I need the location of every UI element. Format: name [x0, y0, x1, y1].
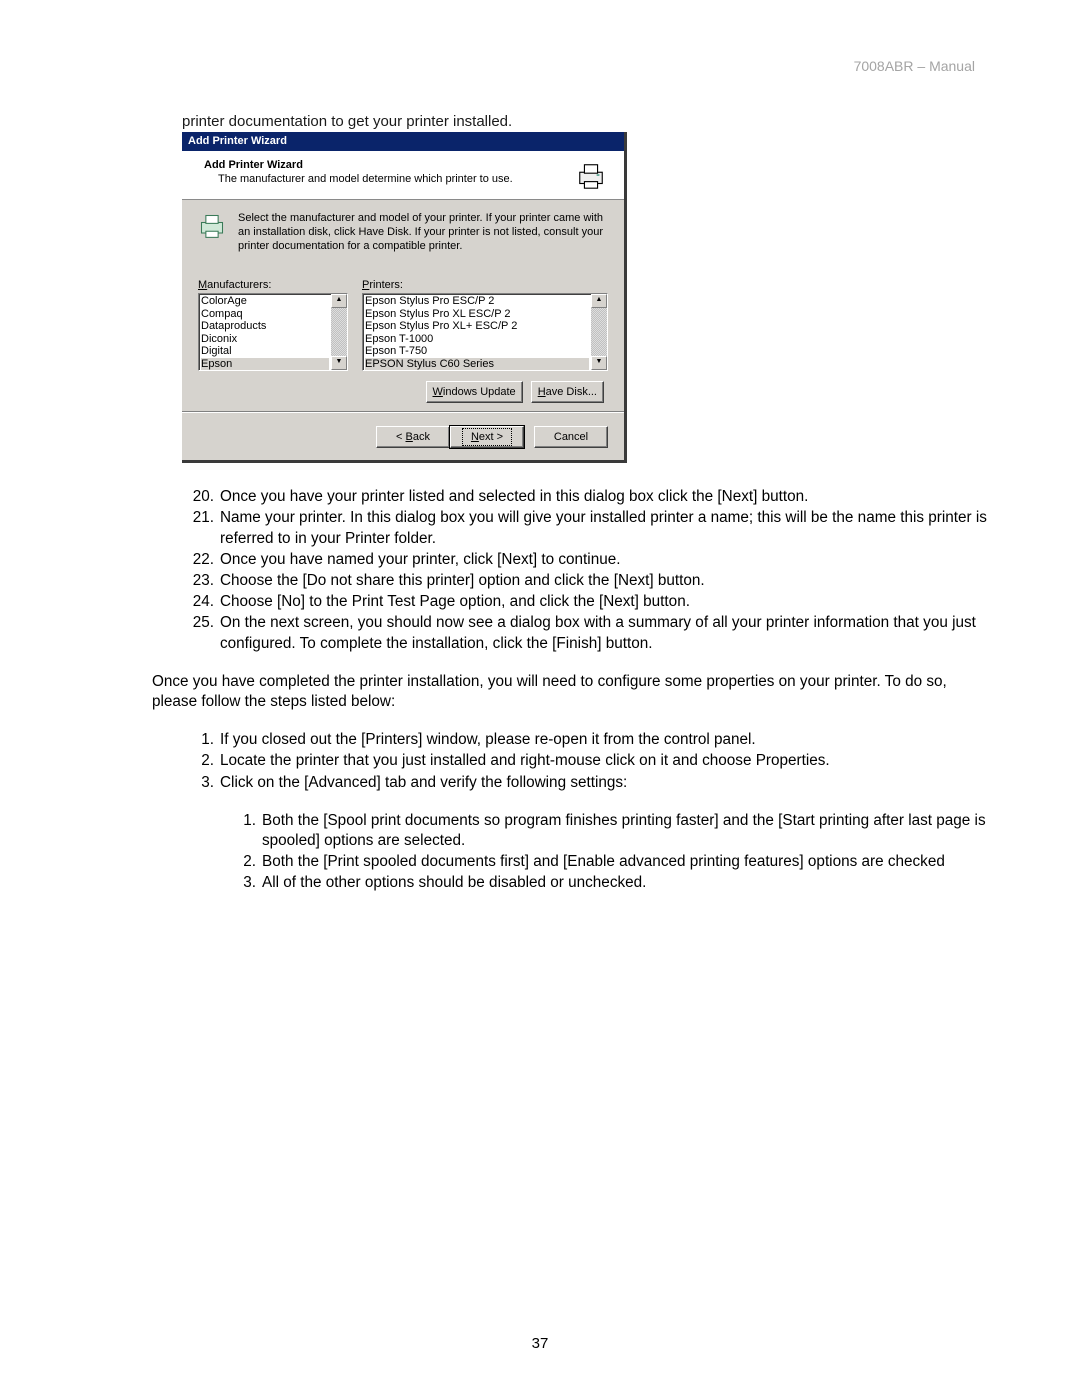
wizard-header-subtitle: The manufacturer and model determine whi… — [218, 173, 513, 185]
page-number: 37 — [0, 1335, 1080, 1352]
main-steps: 20.Once you have your printer listed and… — [182, 487, 992, 654]
list-item: 24.Choose [No] to the Print Test Page op… — [182, 592, 992, 612]
list-item[interactable]: Epson Stylus Pro ESC/P 2 — [365, 295, 589, 308]
list-item[interactable]: Diconix — [201, 333, 329, 346]
wizard-header-title: Add Printer Wizard — [204, 159, 513, 171]
scrollbar[interactable]: ▲ ▼ — [591, 294, 607, 370]
wizard-footer: < Back Next > Cancel — [182, 411, 624, 460]
page-content: printer documentation to get your printe… — [182, 113, 992, 894]
list-item[interactable]: Epson T-1000 — [365, 333, 589, 346]
list-item[interactable]: Dataproducts — [201, 320, 329, 333]
manufacturers-listbox[interactable]: ColorAgeCompaqDataproductsDiconixDigital… — [198, 293, 348, 371]
cancel-button[interactable]: Cancel — [534, 426, 608, 448]
back-button[interactable]: < Back — [376, 426, 450, 448]
list-item[interactable]: ColorAge — [201, 295, 329, 308]
scrollbar[interactable]: ▲ ▼ — [331, 294, 347, 370]
next-button[interactable]: Next > — [450, 426, 524, 448]
scroll-down-icon[interactable]: ▼ — [591, 356, 607, 370]
paragraph: Once you have completed the printer inst… — [152, 672, 992, 712]
list-item: 2.Both the [Print spooled documents firs… — [226, 852, 992, 872]
have-disk-button[interactable]: Have Disk... — [531, 381, 604, 403]
printer-icon — [576, 161, 606, 191]
list-item: 1.Both the [Spool print documents so pro… — [226, 811, 992, 851]
list-item: 23.Choose the [Do not share this printer… — [182, 571, 992, 591]
doc-header-id: 7008ABR – Manual — [854, 58, 975, 74]
list-item: 25.On the next screen, you should now se… — [182, 613, 992, 653]
printer-small-icon — [198, 212, 226, 253]
scroll-up-icon[interactable]: ▲ — [331, 294, 347, 308]
wizard-info-text: Select the manufacturer and model of you… — [238, 212, 608, 253]
add-printer-wizard-dialog: Add Printer Wizard Add Printer Wizard Th… — [182, 132, 627, 463]
list-item: 3.All of the other options should be dis… — [226, 873, 992, 893]
list-item[interactable]: Compaq — [201, 308, 329, 321]
dialog-title-bar: Add Printer Wizard — [182, 132, 624, 151]
list-item: 3.Click on the [Advanced] tab and verify… — [182, 773, 992, 793]
list-item[interactable]: Epson Stylus Pro XL ESC/P 2 — [365, 308, 589, 321]
wizard-body: Select the manufacturer and model of you… — [182, 200, 624, 411]
wizard-header: Add Printer Wizard The manufacturer and … — [182, 151, 624, 200]
list-item[interactable]: Epson T-750 — [365, 345, 589, 358]
printers-label: Printers: — [362, 279, 608, 291]
list-item[interactable]: Epson Stylus Pro XL+ ESC/P 2 — [365, 320, 589, 333]
sub-steps: 1.If you closed out the [Printers] windo… — [182, 730, 992, 893]
scroll-down-icon[interactable]: ▼ — [331, 356, 347, 370]
list-item: 21.Name your printer. In this dialog box… — [182, 508, 992, 548]
intro-text: printer documentation to get your printe… — [182, 113, 992, 130]
list-item[interactable]: Epson — [201, 358, 329, 371]
list-item[interactable]: EPSON Stylus C60 Series — [365, 358, 589, 371]
manufacturers-label: Manufacturers: — [198, 279, 348, 291]
list-item: 20.Once you have your printer listed and… — [182, 487, 992, 507]
list-item[interactable]: Digital — [201, 345, 329, 358]
windows-update-button[interactable]: Windows Update — [426, 381, 523, 403]
printers-listbox[interactable]: Epson Stylus Pro ESC/P 2Epson Stylus Pro… — [362, 293, 608, 371]
scroll-up-icon[interactable]: ▲ — [591, 294, 607, 308]
list-item: 22.Once you have named your printer, cli… — [182, 550, 992, 570]
list-item: 2.Locate the printer that you just insta… — [182, 751, 992, 771]
list-item: 1.If you closed out the [Printers] windo… — [182, 730, 992, 750]
